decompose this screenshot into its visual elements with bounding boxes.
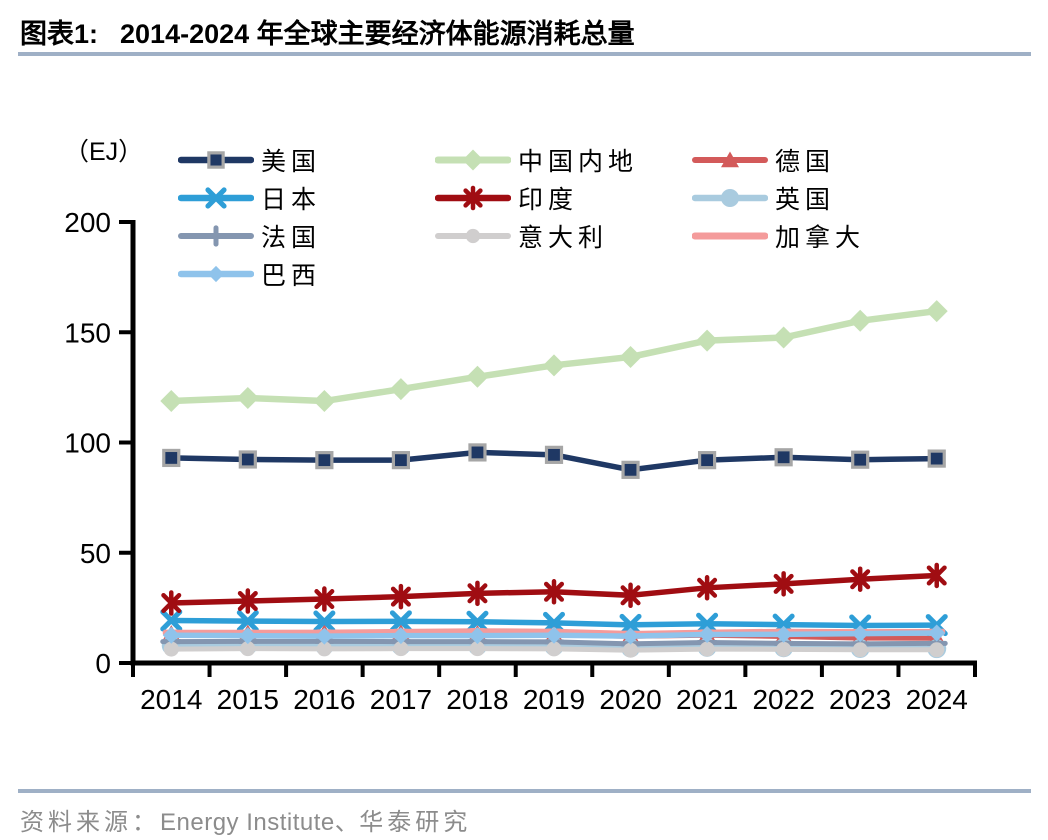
legend-item-2: 德国 bbox=[692, 141, 942, 179]
legend-swatch-icon bbox=[178, 265, 254, 283]
legend-swatch-icon bbox=[435, 228, 511, 244]
chart-number-label: 图表1: bbox=[20, 19, 99, 49]
legend-swatch-icon bbox=[178, 187, 254, 209]
legend-swatch-icon bbox=[435, 185, 511, 211]
legend-label: 美国 bbox=[261, 148, 322, 176]
y-tick-label: 50 bbox=[80, 538, 111, 569]
series-markers bbox=[162, 624, 946, 645]
x-tick-label: 2023 bbox=[829, 684, 891, 715]
legend-label: 意大利 bbox=[518, 224, 609, 252]
legend-label: 巴西 bbox=[261, 262, 322, 290]
legend-swatch-icon bbox=[692, 232, 768, 240]
legend-label: 德国 bbox=[775, 148, 836, 176]
y-tick-label: 0 bbox=[95, 648, 111, 679]
series-7 bbox=[163, 641, 945, 658]
legend-item-0: 美国 bbox=[178, 141, 435, 179]
chart-canvas: 0 50 100 150 200 2014 2015 2016 2017 2018 2019 2020… bbox=[64, 207, 977, 715]
title-divider bbox=[18, 52, 1031, 56]
source-name-cn: 华泰研究 bbox=[359, 809, 472, 836]
legend-swatch-icon bbox=[692, 151, 768, 168]
footer-divider bbox=[18, 789, 1031, 793]
legend-item-7: 意大利 bbox=[435, 217, 692, 255]
series-markers bbox=[161, 562, 947, 616]
series-markers bbox=[162, 443, 946, 479]
legend-item-3: 日本 bbox=[178, 179, 435, 217]
y-tick-label: 150 bbox=[64, 317, 111, 348]
source-label: 资料来源： bbox=[20, 809, 160, 836]
legend-swatch-icon bbox=[178, 225, 254, 247]
legend-label: 英国 bbox=[775, 186, 836, 214]
legend-item-8: 加拿大 bbox=[692, 217, 942, 255]
legend-swatch-icon bbox=[178, 151, 254, 169]
legend-swatch-icon bbox=[692, 188, 768, 208]
series-markers bbox=[163, 641, 945, 658]
legend-label: 法国 bbox=[261, 224, 322, 252]
series-9 bbox=[162, 624, 946, 645]
series-3 bbox=[160, 609, 948, 637]
x-tick-label: 2024 bbox=[906, 684, 968, 715]
axes bbox=[119, 220, 977, 677]
x-tick-label: 2016 bbox=[293, 684, 355, 715]
source-name-en: Energy Institute、 bbox=[160, 809, 360, 836]
legend-item-4: 印度 bbox=[435, 179, 692, 217]
chart-legend: 美国 中国内地 德国日本 印度 英国法国 意大利 加拿大巴西 bbox=[178, 141, 942, 293]
y-tick-label: 200 bbox=[64, 207, 111, 238]
legend-label: 加拿大 bbox=[775, 224, 866, 252]
legend-label: 印度 bbox=[518, 186, 579, 214]
chart-header: 图表1: 2014-2024 年全球主要经济体能源消耗总量 bbox=[20, 12, 635, 51]
x-tick-label: 2018 bbox=[446, 684, 508, 715]
legend-item-1: 中国内地 bbox=[435, 141, 692, 179]
y-tick-label: 100 bbox=[64, 428, 111, 459]
series-1 bbox=[160, 300, 948, 413]
x-tick-label: 2015 bbox=[217, 684, 279, 715]
legend-item-6: 法国 bbox=[178, 217, 435, 255]
legend-item-9: 巴西 bbox=[178, 255, 435, 293]
page-title: 2014-2024 年全球主要经济体能源消耗总量 bbox=[120, 19, 635, 49]
series-markers bbox=[160, 300, 948, 413]
legend-swatch-icon bbox=[435, 149, 511, 171]
legend-label: 日本 bbox=[261, 186, 322, 214]
x-tick-label: 2019 bbox=[523, 684, 585, 715]
x-tick-label: 2021 bbox=[676, 684, 738, 715]
x-tick-label: 2022 bbox=[752, 684, 814, 715]
x-tick-label: 2020 bbox=[599, 684, 661, 715]
series-0 bbox=[162, 443, 946, 479]
source-note: 资料来源：Energy Institute、华泰研究 bbox=[20, 802, 471, 837]
y-axis-unit-label: （EJ） bbox=[64, 138, 144, 166]
series-4 bbox=[161, 562, 947, 616]
legend-label: 中国内地 bbox=[518, 148, 639, 176]
x-tick-label: 2017 bbox=[370, 684, 432, 715]
x-tick-label: 2014 bbox=[140, 684, 202, 715]
legend-item-5: 英国 bbox=[692, 179, 942, 217]
